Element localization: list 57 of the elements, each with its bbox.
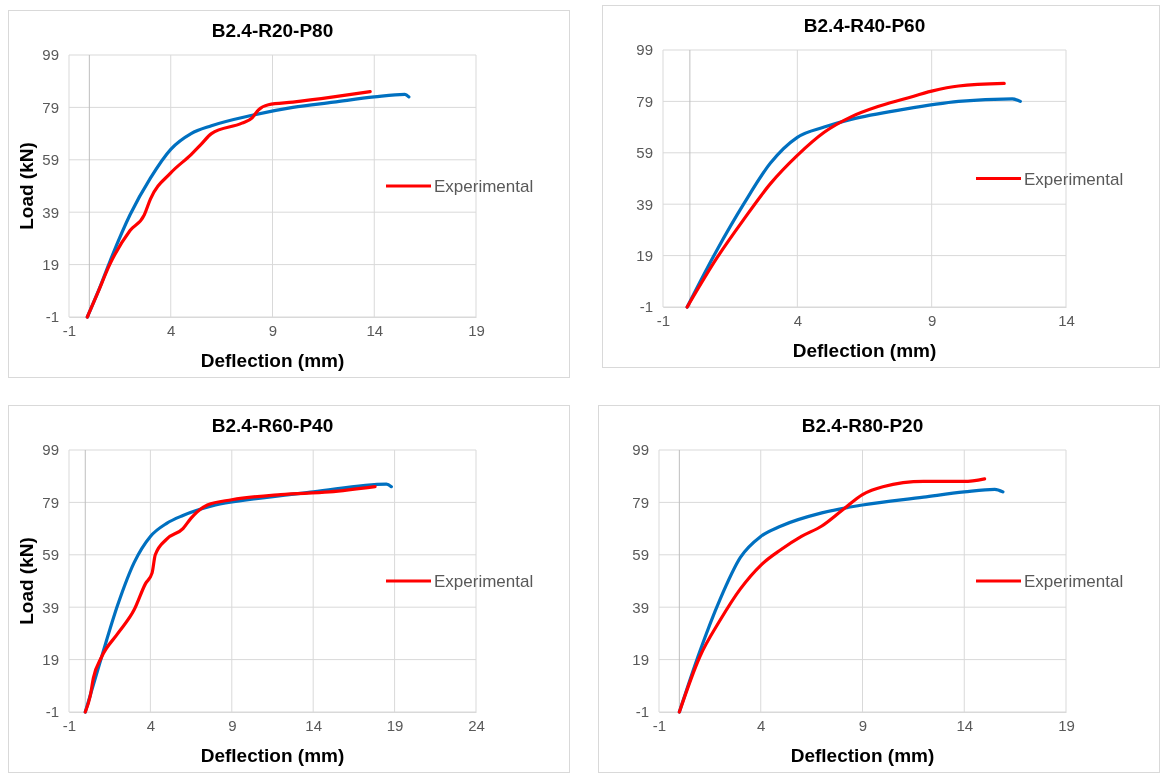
legend-label: Experimental — [434, 177, 534, 196]
y-tick-label: 99 — [42, 441, 59, 459]
y-tick-label: 19 — [42, 650, 59, 668]
y-tick-label: 19 — [636, 246, 653, 264]
x-tick-label: 19 — [1058, 716, 1075, 734]
y-tick-label: 99 — [42, 46, 59, 64]
legend-label: Experimental — [1024, 169, 1124, 189]
x-tick-label: 14 — [1058, 311, 1075, 329]
y-tick-label: 79 — [632, 493, 649, 511]
y-tick-label: 59 — [632, 546, 649, 564]
x-tick-label: 9 — [268, 321, 278, 339]
x-tick-label: 14 — [366, 321, 384, 339]
y-tick-label: 59 — [42, 151, 59, 169]
x-tick-label: 9 — [858, 716, 868, 734]
x-tick-label: 14 — [956, 716, 974, 734]
chart-title: B2.4-R20-P80 — [211, 20, 334, 41]
y-tick-label: 79 — [636, 92, 653, 110]
x-tick-label: -1 — [652, 716, 667, 734]
legend-label: Experimental — [1024, 572, 1124, 591]
y-axis-title: Load (kN) — [16, 537, 37, 625]
x-tick-label: -1 — [656, 311, 671, 329]
x-tick-label: 9 — [228, 716, 237, 734]
x-axis-title: Deflection (mm) — [200, 350, 345, 371]
y-tick-label: 59 — [42, 546, 59, 564]
y-tick-label: 39 — [636, 195, 653, 213]
y-tick-label: 39 — [42, 598, 59, 616]
chart-title: B2.4-R40-P60 — [803, 15, 926, 36]
x-tick-label: 19 — [386, 716, 404, 734]
y-tick-label: 39 — [42, 203, 59, 221]
chart-title: B2.4-R60-P40 — [211, 415, 334, 436]
x-tick-label: 4 — [793, 311, 803, 329]
x-axis-title: Deflection (mm) — [200, 745, 345, 766]
y-tick-label: -1 — [639, 298, 653, 316]
y-tick-label: 19 — [42, 255, 59, 273]
x-axis-title: Deflection (mm) — [790, 745, 935, 766]
legend-label: Experimental — [434, 572, 534, 591]
x-tick-label: 4 — [146, 716, 156, 734]
x-tick-label: -1 — [62, 716, 77, 734]
x-tick-label: -1 — [62, 321, 77, 339]
y-axis-title: Load (kN) — [16, 142, 37, 230]
y-tick-label: 59 — [636, 144, 653, 162]
y-tick-label: -1 — [45, 703, 59, 721]
chart-title: B2.4-R80-P20 — [801, 415, 924, 436]
x-tick-label: 19 — [468, 321, 485, 339]
x-tick-label: 14 — [305, 716, 323, 734]
x-tick-label: 24 — [468, 716, 485, 734]
x-tick-label: 9 — [927, 311, 937, 329]
x-tick-label: 4 — [167, 321, 176, 339]
x-axis-title: Deflection (mm) — [792, 340, 937, 361]
y-tick-label: 19 — [632, 650, 649, 668]
y-tick-label: 99 — [636, 41, 653, 59]
y-tick-label: -1 — [635, 703, 649, 721]
y-tick-label: 99 — [632, 441, 649, 459]
y-tick-label: 79 — [42, 493, 59, 511]
x-tick-label: 4 — [757, 716, 766, 734]
y-tick-label: 79 — [42, 98, 59, 116]
y-tick-label: 39 — [632, 598, 649, 616]
